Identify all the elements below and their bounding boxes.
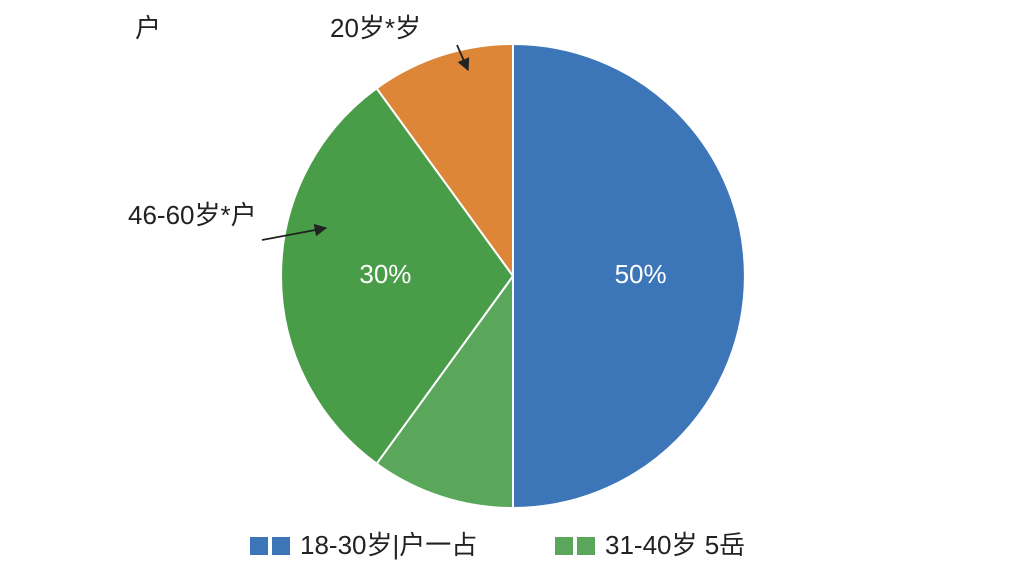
legend-swatch <box>250 537 268 555</box>
legend-swatch <box>555 537 573 555</box>
legend-swatch <box>272 537 290 555</box>
callout-label: 46-60岁*户 <box>128 200 257 230</box>
data-label: 50% <box>615 259 667 289</box>
pie-slice <box>512 42 746 510</box>
legend: 18-30岁|户一占 31-40岁 5岳 <box>250 530 745 560</box>
chart-title: 户 <box>135 13 161 43</box>
data-label: 30% <box>359 259 411 289</box>
pie-slice <box>375 272 514 510</box>
pie-slice <box>375 42 514 280</box>
pie: 50% 30% <box>280 42 746 510</box>
pie-slice <box>280 86 515 466</box>
callout-arrow <box>261 223 328 241</box>
legend-label: 31-40岁 5岳 <box>605 530 745 560</box>
callout-label: 20岁*岁 <box>330 13 421 43</box>
legend-swatch <box>577 537 595 555</box>
callout-arrow <box>456 44 470 72</box>
legend-label: 18-30岁|户一占 <box>300 530 477 560</box>
